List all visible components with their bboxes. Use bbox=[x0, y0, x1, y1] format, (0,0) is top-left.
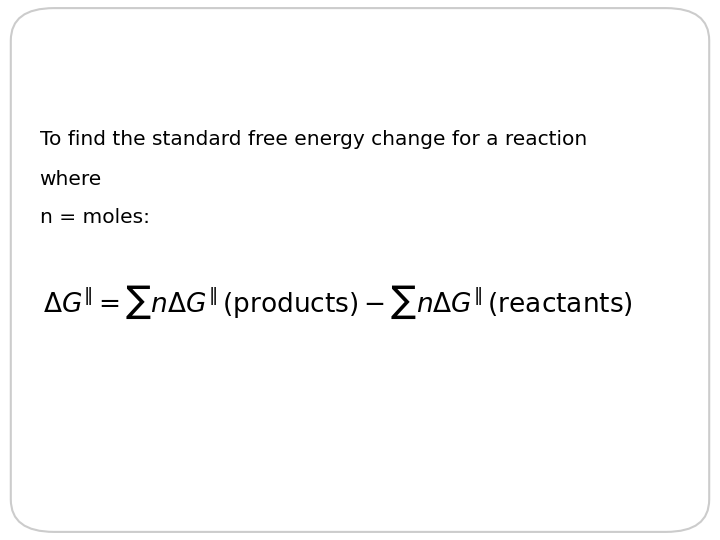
Text: $\Delta G^{\|}$$= \sum n\Delta G^{\|}\,\mathrm{(products)} - \sum n\Delta G^{\|}: $\Delta G^{\|}$$= \sum n\Delta G^{\|}\,\… bbox=[43, 284, 634, 321]
FancyBboxPatch shape bbox=[11, 8, 709, 532]
Text: where: where bbox=[40, 170, 102, 189]
Text: To find the standard free energy change for a reaction: To find the standard free energy change … bbox=[40, 130, 587, 148]
Text: n = moles:: n = moles: bbox=[40, 208, 150, 227]
